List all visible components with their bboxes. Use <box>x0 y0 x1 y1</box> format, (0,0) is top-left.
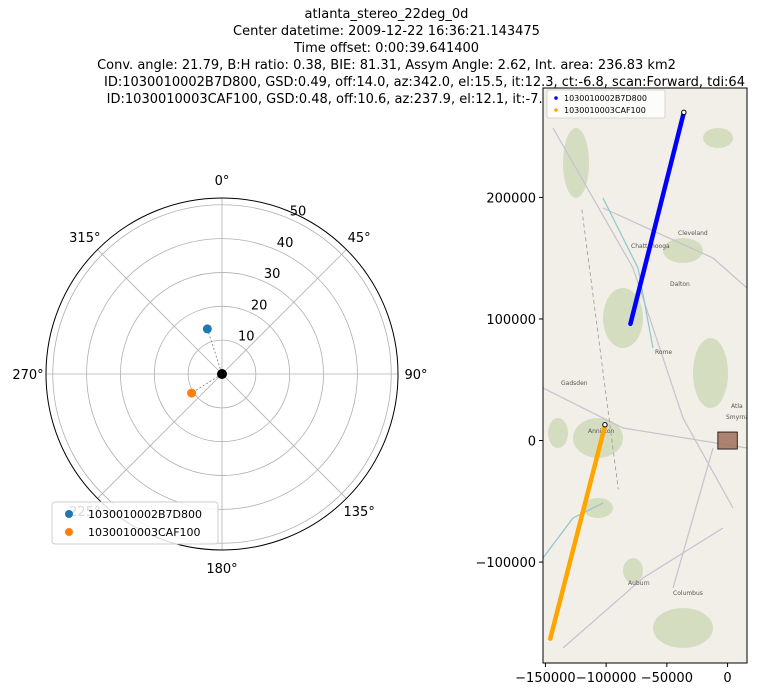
polar-spoke <box>97 249 223 375</box>
map-terrain-patch <box>653 608 713 648</box>
polar-r-tick-label: 40 <box>277 236 294 251</box>
map-y-tick-label: 100000 <box>486 313 536 328</box>
polar-legend-box <box>51 501 219 545</box>
map-track-1030010002B7D800 <box>628 110 687 327</box>
polar-ring <box>187 339 257 409</box>
map-area-of-interest <box>717 431 738 450</box>
map-terrain-patch <box>703 128 733 148</box>
polar-theta-tick-label: 45° <box>348 231 371 246</box>
map-place-label: Smyrna <box>726 414 749 421</box>
polar-r-tick-label: 50 <box>290 205 307 220</box>
polar-legend-marker <box>65 510 73 518</box>
map-river <box>543 502 604 559</box>
map-terrain-patch <box>603 288 643 348</box>
map-legend-label: 1030010003CAF100 <box>564 106 646 115</box>
map-place-label: Rome <box>655 349 672 356</box>
map-track-endpoint <box>602 422 608 428</box>
map-y-tick-label: 0 <box>528 435 536 450</box>
title-line-time-offset: Time offset: 0:00:39.641400 <box>293 41 480 56</box>
map-x-tick-label: −100000 <box>576 671 637 686</box>
map-place-label: Gadsden <box>561 380 588 387</box>
map-y-tick-label: −100000 <box>475 556 536 571</box>
polar-point-1030010002B7D800 <box>202 324 212 334</box>
map-terrain-patch <box>583 498 613 518</box>
polar-ring <box>120 272 324 476</box>
terrain-basemap: ChattanoogaClevelandDaltonRomeGadsdenAnn… <box>543 88 749 663</box>
map-terrain-patch <box>663 238 703 263</box>
polar-theta-tick-label: 135° <box>344 505 375 520</box>
polar-point-1030010003CAF100 <box>187 388 197 398</box>
polar-center-point <box>217 369 227 379</box>
map-legend-marker <box>554 96 558 100</box>
polar-theta-tick-label: 315° <box>69 231 100 246</box>
polar-spoke <box>97 373 223 499</box>
map-track-1030010003CAF100 <box>548 423 608 641</box>
polar-spoke <box>221 249 347 375</box>
polar-frame <box>45 197 399 551</box>
map-reference-line <box>581 209 619 490</box>
polar-legend-marker <box>65 528 73 536</box>
polar-ring <box>86 238 358 510</box>
polar-theta-tick-label: 90° <box>404 368 427 383</box>
polar-theta-tick-label: 270° <box>12 368 43 383</box>
map-river <box>602 197 654 349</box>
polar-connector-line <box>191 328 223 394</box>
map-place-label: Columbus <box>673 590 703 597</box>
map-legend-label: 1030010002B7D800 <box>564 94 647 103</box>
map-plot: ChattanoogaClevelandDaltonRomeGadsdenAnn… <box>475 87 749 686</box>
title-line-image-1: ID:1030010002B7D800, GSD:0.49, off:14.0,… <box>104 75 745 90</box>
polar-ring <box>52 204 392 544</box>
title-line-name: atlanta_stereo_22deg_0d <box>304 7 469 22</box>
polar-skyplot: 10203040500°45°90°135°180°225°270°315°10… <box>12 174 427 577</box>
map-road <box>543 387 747 449</box>
map-road <box>602 207 747 289</box>
map-x-tick-label: 0 <box>723 671 731 686</box>
map-road <box>552 127 734 509</box>
map-y-tick-label: 200000 <box>486 191 536 206</box>
polar-spoke <box>221 373 347 499</box>
polar-theta-tick-label: 0° <box>215 174 230 189</box>
polar-legend-label: 1030010002B7D800 <box>88 508 202 521</box>
title-line-datetime: Center datetime: 2009-12-22 16:36:21.143… <box>233 24 540 39</box>
map-legend-marker <box>554 108 558 112</box>
map-x-tick-label: −50000 <box>641 671 693 686</box>
map-terrain-patch <box>623 558 643 583</box>
polar-r-tick-label: 30 <box>264 267 281 282</box>
polar-r-tick-label: 10 <box>238 330 255 345</box>
map-place-label: Auburn <box>628 580 650 587</box>
map-road <box>562 527 724 649</box>
map-axes-frame <box>542 87 748 664</box>
map-place-label: Dalton <box>670 281 690 288</box>
polar-r-tick-label: 20 <box>251 298 268 313</box>
map-place-label: Atla <box>731 403 743 410</box>
polar-legend-label: 1030010003CAF100 <box>88 526 201 539</box>
map-track-endpoint <box>681 109 687 116</box>
map-place-label: Cleveland <box>678 230 708 237</box>
map-terrain-patch <box>563 128 589 198</box>
title-line-stereo-metrics: Conv. angle: 21.79, B:H ratio: 0.38, BIE… <box>97 58 676 73</box>
polar-ring <box>153 305 291 443</box>
map-road <box>672 447 714 589</box>
polar-theta-tick-label: 180° <box>206 562 237 577</box>
map-x-tick-label: −150000 <box>515 671 576 686</box>
map-terrain-patch <box>693 338 728 408</box>
map-legend-box <box>546 89 666 119</box>
map-terrain-patch <box>548 418 568 448</box>
